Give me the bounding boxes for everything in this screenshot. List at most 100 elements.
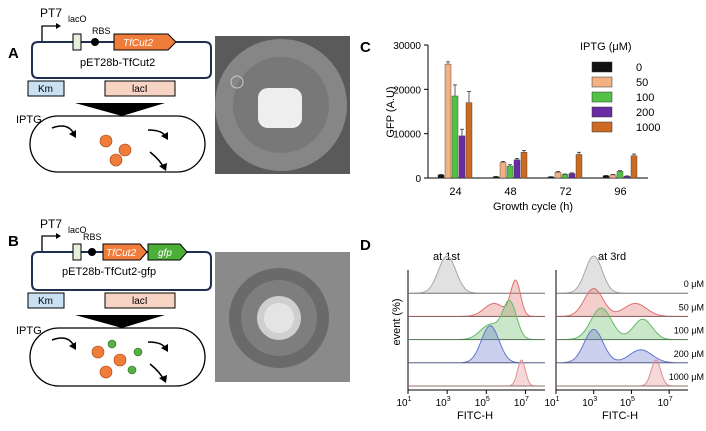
- arrowhead-icon: [56, 233, 61, 239]
- protein-dot: [113, 353, 127, 367]
- histogram-curve: [408, 299, 545, 341]
- legend-label: 50: [636, 77, 648, 89]
- plate-photo-b: [215, 252, 350, 382]
- bar: [520, 152, 528, 179]
- legend-label: 100: [636, 92, 654, 104]
- y-tick-label: 0: [415, 174, 421, 185]
- bar: [602, 175, 610, 179]
- bar: [561, 174, 569, 179]
- arrowhead-icon: [159, 375, 167, 383]
- x-tick-label: 101: [396, 396, 411, 409]
- rbs-label: RBS: [92, 26, 111, 36]
- gene-gfp-label: gfp: [158, 248, 172, 259]
- rbs-dot: [91, 38, 99, 46]
- bar: [616, 171, 624, 179]
- cell-a: [29, 115, 206, 173]
- chart-d-ylabel: event (%): [391, 298, 403, 345]
- histogram-curve: [408, 255, 545, 294]
- legend-swatch: [591, 121, 613, 133]
- promoter-label: PT7: [40, 6, 62, 20]
- bars: [437, 61, 638, 179]
- plasmid-b-name: pET28b-TfCut2-gfp: [62, 266, 156, 278]
- bubble: [230, 75, 244, 89]
- rbs-label-b: RBS: [83, 232, 102, 242]
- bar: [609, 174, 617, 179]
- bar: [630, 155, 638, 179]
- concentration-label: 100 μM: [674, 326, 704, 336]
- x-tick-label: 101: [544, 396, 559, 409]
- panel-label-a: A: [8, 45, 19, 62]
- plasmid-a-name: pET28b-TfCut2: [80, 57, 155, 69]
- y-ticks: 0 10000 20000 30000: [393, 41, 428, 185]
- rbs-dot-b: [88, 248, 96, 256]
- promoter-label-b: PT7: [40, 217, 62, 231]
- km-box-b: [27, 292, 65, 309]
- plasmid-b-outline: [31, 251, 212, 291]
- protein-dot: [99, 365, 113, 379]
- iptg-label-a: IPTG: [16, 114, 42, 126]
- arrowhead-icon: [161, 132, 168, 140]
- funnel-icon-b: [75, 315, 165, 328]
- bar: [451, 95, 459, 179]
- bar: [513, 159, 521, 179]
- x-tick-label: 103: [436, 396, 451, 409]
- histogram-curve: [408, 279, 545, 317]
- arrowhead-icon: [56, 23, 61, 29]
- operator-label: lacO: [68, 14, 87, 24]
- legend-label: 0: [636, 62, 642, 74]
- x-tick-label: 107: [514, 396, 529, 409]
- panel-d2-xlabel: FITC-H: [602, 410, 638, 422]
- y-tick-label: 30000: [393, 41, 421, 52]
- plasmid-a-outline: [31, 41, 212, 79]
- bar: [499, 162, 507, 179]
- gene-tfcut2-b: [102, 243, 148, 261]
- laco-box-b: [72, 243, 82, 261]
- histogram-curve: [408, 325, 545, 364]
- chart-c-xlabel: Growth cycle (h): [493, 201, 573, 213]
- y-tick-label: 10000: [393, 130, 421, 141]
- protein-dot: [91, 345, 105, 359]
- km-label-a: Km: [38, 84, 53, 95]
- x-ticks: 24 48 72 96: [449, 186, 626, 198]
- bar: [444, 63, 452, 179]
- x-tick-label: 96: [614, 186, 626, 198]
- arrowhead-icon: [69, 130, 76, 138]
- arrowhead-icon: [159, 163, 167, 171]
- legend-swatch: [591, 76, 613, 88]
- bar: [506, 165, 514, 179]
- protein-dot: [118, 143, 132, 157]
- panel-label-b: B: [8, 233, 19, 250]
- flow-cytometry-chart: event (%) at 1st at 3rd FITC-H FITC-H 10…: [391, 251, 704, 422]
- arrowhead-icon: [161, 344, 168, 352]
- histogram-curve: [408, 359, 545, 387]
- chart-c-ylabel: GFP (A.U): [385, 86, 397, 137]
- gfp-bar-chart: GFP (A.U) Growth cycle (h) IPTG (μM) 0 10…: [385, 41, 660, 213]
- promoter-arrow-icon: [41, 235, 58, 252]
- arrowhead-icon: [69, 342, 76, 350]
- panel-d2-title: at 3rd: [598, 251, 626, 263]
- laci-label-b: lacI: [132, 296, 148, 307]
- x-tick-label: 72: [559, 186, 571, 198]
- x-tick-label: 105: [620, 396, 635, 409]
- funnel-icon-a: [75, 103, 165, 116]
- protein-dot: [109, 153, 123, 167]
- bar: [575, 154, 583, 179]
- laci-box-b: [104, 292, 176, 309]
- legend-label: 1000: [636, 122, 660, 134]
- legend: 0 50 100 200 1000: [591, 61, 660, 134]
- bar: [568, 173, 576, 179]
- legend-swatch: [591, 106, 613, 118]
- x-tick-label: 48: [504, 186, 516, 198]
- histogram-panels: 101 103 105 107 101 103 105 107: [396, 255, 688, 409]
- bar: [458, 135, 466, 179]
- x-tick-label: 105: [475, 396, 490, 409]
- gene-tfcut2-b-label: TfCut2: [106, 248, 136, 259]
- concentration-label: 0 μM: [684, 279, 704, 289]
- concentration-labels: 0 μM 50 μM 100 μM 200 μM 1000 μM: [669, 279, 704, 382]
- panel-label-d: D: [360, 237, 371, 254]
- bar: [437, 174, 445, 179]
- plate-photo-a: [215, 36, 350, 174]
- gene-gfp: [147, 243, 188, 261]
- bar: [465, 102, 473, 179]
- colony-core: [264, 303, 294, 333]
